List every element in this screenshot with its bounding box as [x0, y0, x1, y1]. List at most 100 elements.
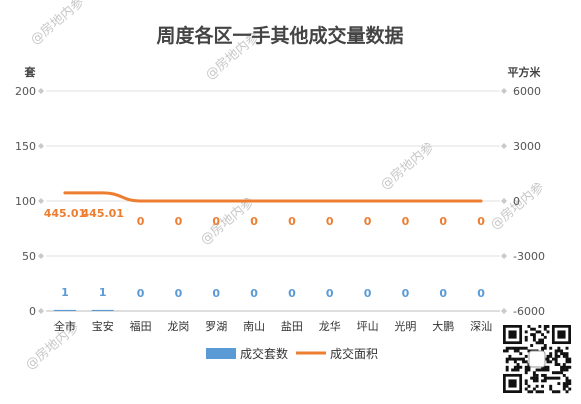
qr-module: [543, 365, 547, 369]
qr-module: [557, 382, 561, 386]
qr-module: [524, 379, 528, 383]
x-tick-label: 龙华: [319, 319, 341, 333]
qr-module: [565, 384, 569, 388]
line-data-label: 445.01: [44, 207, 86, 220]
qr-module: [530, 333, 534, 337]
bar: [53, 309, 76, 311]
y-right-tick-marker: [501, 198, 507, 204]
qr-module: [554, 357, 558, 361]
qr-module: [535, 379, 539, 383]
y-right-tick-label: 6000: [513, 85, 541, 98]
qr-module: [549, 376, 553, 380]
line-data-label: 0: [175, 215, 183, 228]
qr-module: [562, 352, 566, 356]
qr-module: [532, 373, 536, 377]
qr-module: [543, 346, 547, 350]
line-data-label: 0: [439, 215, 447, 228]
qr-module: [557, 354, 561, 358]
qr-module: [532, 338, 536, 342]
qr-module: [554, 363, 558, 366]
qr-module: [562, 384, 566, 388]
legend-swatch-bars: [206, 348, 236, 359]
line-data-label: 0: [402, 215, 410, 228]
qr-module: [565, 368, 569, 372]
qr-module: [565, 352, 569, 356]
bar-data-label: 1: [99, 286, 107, 299]
qr-module: [508, 354, 512, 358]
qr-module: [543, 325, 547, 328]
qr-module: [541, 373, 544, 377]
y-right-tick-marker: [501, 253, 507, 259]
qr-module: [557, 390, 561, 394]
y-right-tick-marker: [501, 88, 507, 94]
bar-data-label: 0: [250, 287, 258, 300]
qr-module: [549, 384, 553, 388]
qr-module: [532, 333, 536, 337]
qr-module: [541, 338, 544, 342]
qr-module: [513, 357, 517, 361]
line-series: [63, 191, 483, 203]
qr-module: [505, 365, 509, 369]
qr-module: [541, 346, 544, 350]
qr-module: [522, 357, 525, 361]
y-left-tick-marker: [38, 308, 44, 314]
qr-module: [541, 341, 544, 345]
line-data-label: 0: [477, 215, 485, 228]
qr-module: [557, 371, 561, 375]
qr-module: [524, 368, 528, 372]
qr-module: [557, 363, 561, 366]
qr-module: [513, 360, 517, 364]
qr-module: [543, 335, 547, 339]
y-left-tick-marker: [38, 198, 44, 204]
line-data-label: 0: [212, 215, 220, 228]
qr-module: [549, 352, 553, 356]
qr-module: [565, 376, 569, 380]
qr-module: [527, 390, 531, 394]
qr-module: [505, 357, 509, 361]
qr-module: [522, 346, 525, 350]
qr-module: [508, 357, 512, 361]
qr-module: [565, 390, 569, 394]
qr-module: [511, 368, 515, 372]
x-tick-label: 福田: [130, 319, 152, 333]
qr-module: [546, 376, 550, 380]
qr-module: [519, 357, 523, 361]
qr-module: [565, 360, 569, 364]
qr-module: [522, 360, 525, 364]
qr-module: [568, 387, 572, 391]
bar-data-label: 0: [288, 287, 296, 300]
qr-module: [562, 363, 566, 366]
qr-module: [568, 357, 572, 361]
qr-module: [516, 349, 520, 353]
qr-module: [546, 357, 550, 361]
bar-data-label: 0: [326, 287, 334, 300]
bar-data-label: 0: [477, 287, 485, 300]
qr-module: [560, 365, 564, 369]
qr-module: [524, 330, 528, 334]
x-tick-label: 宝安: [92, 319, 114, 333]
qr-module: [554, 354, 558, 358]
qr-module: [519, 352, 523, 356]
qr-module: [549, 346, 553, 350]
bar-data-label: 0: [439, 287, 447, 300]
bar-data-label: 1: [61, 286, 69, 299]
qr-module: [535, 384, 539, 388]
qr-module: [549, 354, 553, 358]
qr-module: [568, 382, 572, 386]
qr-module: [538, 338, 542, 342]
qr-module: [562, 382, 566, 386]
qr-finder-core: [508, 330, 517, 339]
qr-module: [527, 368, 531, 372]
qr-module: [524, 338, 528, 342]
qr-finder-core: [508, 379, 517, 388]
line-data-label: 445.01: [82, 207, 124, 220]
qr-module: [543, 373, 547, 377]
qr-module: [508, 346, 512, 350]
qr-module: [527, 365, 531, 369]
bar-series: [53, 309, 114, 311]
y-right-tick-label: 3000: [513, 140, 541, 153]
qr-module: [546, 325, 550, 328]
x-tick-label: 大鹏: [432, 319, 454, 333]
qr-module: [557, 349, 561, 353]
qr-module: [513, 368, 517, 372]
